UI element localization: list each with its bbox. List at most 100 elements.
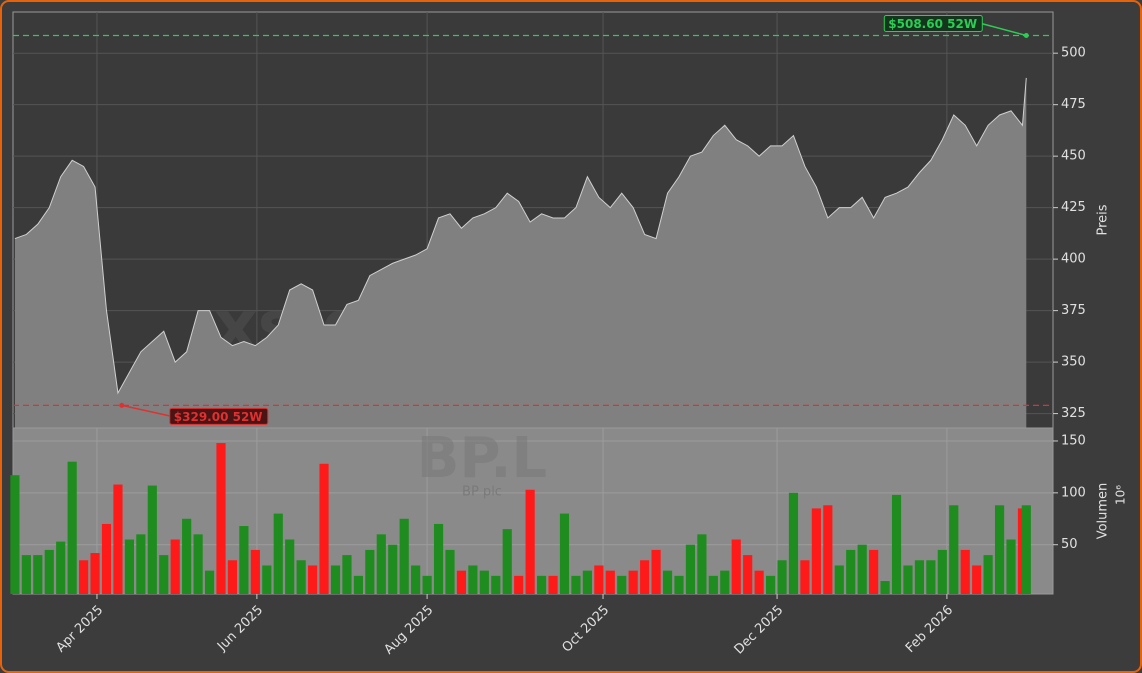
annotation-label: $329.00 52W bbox=[174, 410, 263, 424]
y-tick-label: 150 bbox=[1061, 433, 1086, 448]
annotation-box bbox=[169, 407, 269, 425]
volume-bar bbox=[502, 529, 512, 594]
volume-bar bbox=[628, 570, 638, 594]
volume-bar bbox=[10, 475, 20, 594]
volume-bar bbox=[33, 555, 43, 594]
volume-bar bbox=[994, 505, 1005, 594]
volume-bar bbox=[124, 539, 134, 594]
volume-bar bbox=[640, 560, 650, 594]
volume-bar bbox=[227, 560, 238, 594]
volume-bar bbox=[456, 570, 467, 594]
volume-bar bbox=[731, 539, 741, 594]
volume-bar bbox=[479, 570, 489, 594]
volume-bar bbox=[891, 494, 902, 594]
volume-bar bbox=[319, 463, 329, 594]
volume-bar bbox=[262, 565, 272, 594]
volume-bar bbox=[491, 575, 501, 594]
watermark-subtitle: BP plc bbox=[462, 485, 502, 500]
volume-bar bbox=[651, 549, 661, 594]
volume-bar bbox=[308, 565, 318, 594]
volume-bar bbox=[1021, 505, 1031, 594]
volume-bar bbox=[605, 570, 615, 594]
y-tick-label: 50 bbox=[1061, 537, 1078, 552]
volume-bar bbox=[869, 549, 879, 594]
volume-bar bbox=[113, 484, 123, 594]
volume-bar bbox=[411, 565, 421, 594]
price-line bbox=[14, 77, 1027, 395]
volume-bar bbox=[903, 565, 913, 594]
volume-bar bbox=[720, 570, 730, 594]
volume-bar bbox=[846, 549, 856, 594]
y-tick-label: 325 bbox=[1061, 406, 1086, 421]
volume-bar bbox=[788, 492, 799, 594]
volume-bar bbox=[170, 539, 180, 594]
volume-bar bbox=[388, 544, 398, 594]
volume-bar bbox=[285, 539, 295, 594]
volume-bar bbox=[239, 526, 249, 594]
price-area bbox=[14, 77, 1027, 428]
volume-bar bbox=[433, 523, 444, 594]
volume-bar bbox=[136, 534, 146, 594]
y-tick-label: 350 bbox=[1061, 355, 1086, 370]
volume-bar bbox=[273, 513, 283, 594]
y-axis-unit: 10⁶ bbox=[1114, 485, 1128, 505]
volume-bar bbox=[937, 549, 947, 594]
volume-bar bbox=[571, 575, 581, 594]
annotation-arrow bbox=[981, 22, 1027, 37]
volume-bar bbox=[250, 549, 260, 594]
y-tick-label: 450 bbox=[1061, 149, 1086, 164]
annotation-point bbox=[119, 402, 125, 408]
volume-bar bbox=[365, 549, 375, 594]
volume-bar bbox=[525, 489, 535, 594]
y-tick-label: 500 bbox=[1061, 46, 1086, 61]
y-axis-label: Volumen bbox=[1096, 483, 1111, 540]
volume-bar bbox=[697, 534, 707, 594]
volume-bar bbox=[204, 570, 215, 594]
volume-bar bbox=[743, 555, 753, 594]
volume-bar bbox=[914, 560, 925, 594]
volume-bar bbox=[559, 513, 570, 594]
volume-bar bbox=[548, 575, 558, 594]
volume-bar bbox=[811, 508, 821, 594]
volume-bar bbox=[182, 518, 192, 594]
volume-bar bbox=[960, 549, 970, 594]
volume-bar bbox=[880, 581, 890, 594]
y-tick-label: 100 bbox=[1061, 485, 1086, 500]
volume-bar bbox=[147, 485, 157, 594]
volume-bar bbox=[90, 553, 100, 594]
volume-bar bbox=[674, 575, 684, 594]
annotation-point bbox=[1023, 32, 1029, 38]
volume-bar bbox=[44, 549, 54, 594]
volume-bar bbox=[685, 544, 696, 594]
y-tick-label: 375 bbox=[1061, 303, 1086, 318]
y-tick-label: 425 bbox=[1061, 200, 1086, 215]
watermark: BP.L bbox=[417, 426, 547, 491]
volume-bar bbox=[949, 505, 959, 594]
volume-bar bbox=[662, 570, 673, 594]
volume-bar bbox=[101, 523, 112, 594]
volume-bar bbox=[582, 570, 592, 594]
volume-bar bbox=[399, 518, 409, 594]
annotation-label: $508.60 52W bbox=[888, 17, 977, 31]
volume-bar bbox=[79, 560, 89, 594]
volume-bar bbox=[376, 534, 386, 594]
annotation-box bbox=[883, 14, 983, 32]
volume-bar bbox=[342, 555, 352, 594]
volume-bar bbox=[972, 565, 982, 594]
volume-bar bbox=[537, 575, 547, 594]
volume-bar bbox=[983, 555, 993, 594]
volume-bar bbox=[617, 575, 627, 594]
volume-bar bbox=[193, 534, 203, 594]
volume-bar bbox=[594, 565, 604, 594]
y-tick-label: 475 bbox=[1061, 97, 1086, 112]
volume-bar bbox=[708, 575, 718, 594]
volume-bar bbox=[754, 570, 764, 594]
volume-bar bbox=[422, 575, 432, 594]
volume-bar bbox=[765, 575, 776, 594]
volume-bar bbox=[823, 505, 833, 594]
volume-bar bbox=[445, 549, 455, 594]
volume-bar bbox=[777, 560, 787, 594]
annotation-arrow bbox=[121, 404, 172, 418]
volume-bar bbox=[834, 565, 844, 594]
